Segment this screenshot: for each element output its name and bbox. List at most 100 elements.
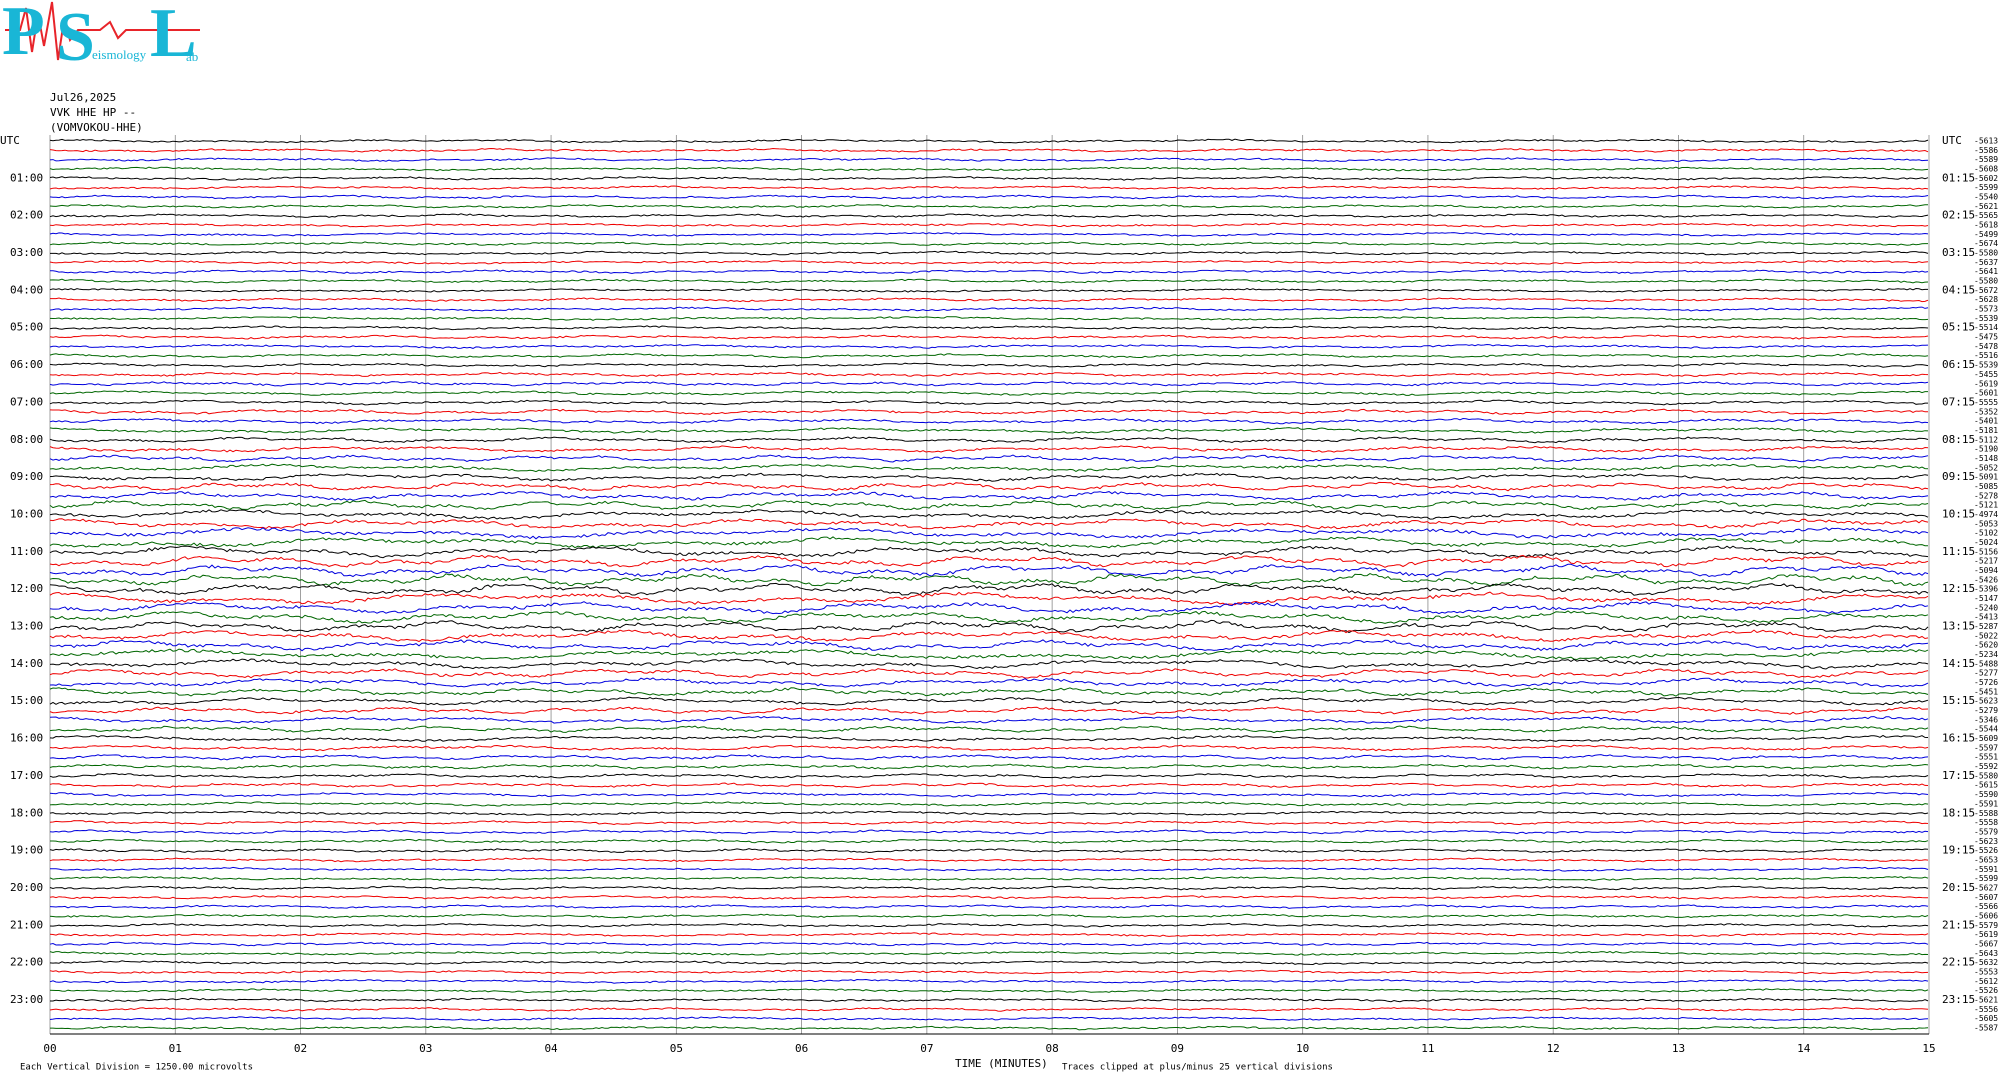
trace — [49, 536, 1929, 549]
trace — [49, 259, 1929, 265]
station-name: (VOMVOKOU-HHE) — [50, 121, 143, 134]
trace-offset: -5607 — [1974, 893, 1998, 902]
trace — [49, 582, 1929, 596]
hour-label-right: 21:15 — [1942, 918, 1975, 931]
station: VVK HHE HP -- — [50, 106, 136, 119]
trace — [49, 527, 1929, 540]
hour-label-right: 13:15 — [1942, 620, 1975, 633]
trace — [49, 518, 1929, 530]
trace — [49, 147, 1929, 153]
trace-offset: -5621 — [1974, 995, 1998, 1004]
trace — [49, 639, 1929, 652]
trace-offset: -5628 — [1974, 295, 1998, 304]
trace — [49, 829, 1929, 835]
trace — [49, 791, 1929, 798]
trace — [49, 810, 1929, 816]
hour-label-right: 09:15 — [1942, 470, 1975, 483]
trace-offset: -5488 — [1974, 659, 1998, 668]
trace-offset: -5401 — [1974, 417, 1998, 426]
trace — [49, 316, 1929, 321]
trace-offset: -5588 — [1974, 809, 1998, 818]
hour-label: 21:00 — [10, 918, 43, 931]
trace-offset: -5555 — [1974, 398, 1998, 407]
hour-label-right: 07:15 — [1942, 395, 1975, 408]
trace — [50, 997, 1929, 1003]
trace — [49, 554, 1929, 568]
trace — [49, 563, 1929, 578]
logo-text: ab — [186, 49, 198, 64]
hour-label-right: 01:15 — [1942, 171, 1975, 184]
trace-offset: -5620 — [1974, 641, 1998, 650]
trace-offset: -5601 — [1974, 389, 1998, 398]
trace — [49, 772, 1929, 779]
trace — [49, 725, 1929, 734]
trace — [49, 591, 1929, 606]
hour-label-right: 08:15 — [1942, 433, 1975, 446]
x-tick-label: 07 — [920, 1042, 933, 1055]
hour-label: 09:00 — [10, 470, 43, 483]
hour-label: 01:00 — [10, 171, 43, 184]
x-tick-label: 14 — [1797, 1042, 1811, 1055]
trace — [49, 715, 1929, 724]
trace — [49, 706, 1929, 715]
trace-offset: -5539 — [1974, 314, 1998, 323]
trace-offset: -5608 — [1974, 165, 1998, 174]
trace — [49, 610, 1929, 624]
hour-label: 17:00 — [10, 769, 43, 782]
trace-offset: -5514 — [1974, 323, 1998, 332]
date: Jul26,2025 — [50, 91, 116, 104]
trace-offset: -5147 — [1974, 594, 1998, 603]
x-tick-label: 12 — [1547, 1042, 1560, 1055]
x-tick-label: 00 — [43, 1042, 56, 1055]
hour-label-right: 15:15 — [1942, 694, 1975, 707]
trace-offset: -5618 — [1974, 221, 1998, 230]
trace-offset: -5278 — [1974, 491, 1998, 500]
hour-label: 14:00 — [10, 657, 43, 670]
trace — [49, 969, 1929, 975]
trace-offset: -5589 — [1974, 155, 1998, 164]
trace — [49, 978, 1929, 984]
trace — [49, 241, 1928, 246]
x-axis-title: TIME (MINUTES) — [955, 1057, 1048, 1070]
logo: P S L eismology ab — [2, 0, 200, 76]
hour-label-right: 14:15 — [1942, 657, 1975, 670]
trace — [49, 782, 1929, 789]
trace — [49, 894, 1928, 900]
trace-offset: -5653 — [1974, 855, 1998, 864]
trace — [49, 353, 1929, 359]
trace — [49, 658, 1929, 670]
trace-offset: -5234 — [1974, 650, 1998, 659]
trace-offset: -5637 — [1974, 258, 1998, 267]
trace — [49, 463, 1929, 473]
trace — [49, 399, 1928, 406]
trace — [50, 297, 1929, 303]
trace — [49, 138, 1929, 144]
trace — [49, 988, 1929, 994]
trace — [49, 427, 1929, 434]
hour-label-right: 23:15 — [1942, 993, 1975, 1006]
footer-note: Traces clipped at plus/minus 25 vertical… — [1062, 1063, 1333, 1073]
trace — [49, 848, 1929, 854]
trace-offset: -5539 — [1974, 361, 1998, 370]
trace-offset: -5615 — [1974, 781, 1998, 790]
trace-offset: -5619 — [1974, 930, 1998, 939]
trace-offset: -5413 — [1974, 613, 1998, 622]
hour-label: 18:00 — [10, 806, 43, 819]
hour-label: 07:00 — [10, 395, 43, 408]
trace-offset: -5558 — [1974, 818, 1998, 827]
trace-offset: -5580 — [1974, 249, 1998, 258]
trace-offset: -5352 — [1974, 407, 1998, 416]
hour-label-right: 12:15 — [1942, 582, 1975, 595]
trace-offset: -5674 — [1974, 239, 1998, 248]
trace-offset: -5592 — [1974, 762, 1998, 771]
trace-offset: -5579 — [1974, 827, 1998, 836]
hour-label: 06:00 — [10, 358, 43, 371]
trace-offset: -5612 — [1974, 977, 1998, 986]
trace-offset: -5587 — [1974, 1024, 1998, 1033]
trace — [49, 194, 1929, 200]
trace-offset: -4974 — [1974, 510, 1998, 519]
trace — [49, 904, 1929, 909]
trace — [50, 838, 1929, 844]
trace-offset: -5024 — [1974, 538, 1998, 547]
trace — [49, 222, 1929, 228]
